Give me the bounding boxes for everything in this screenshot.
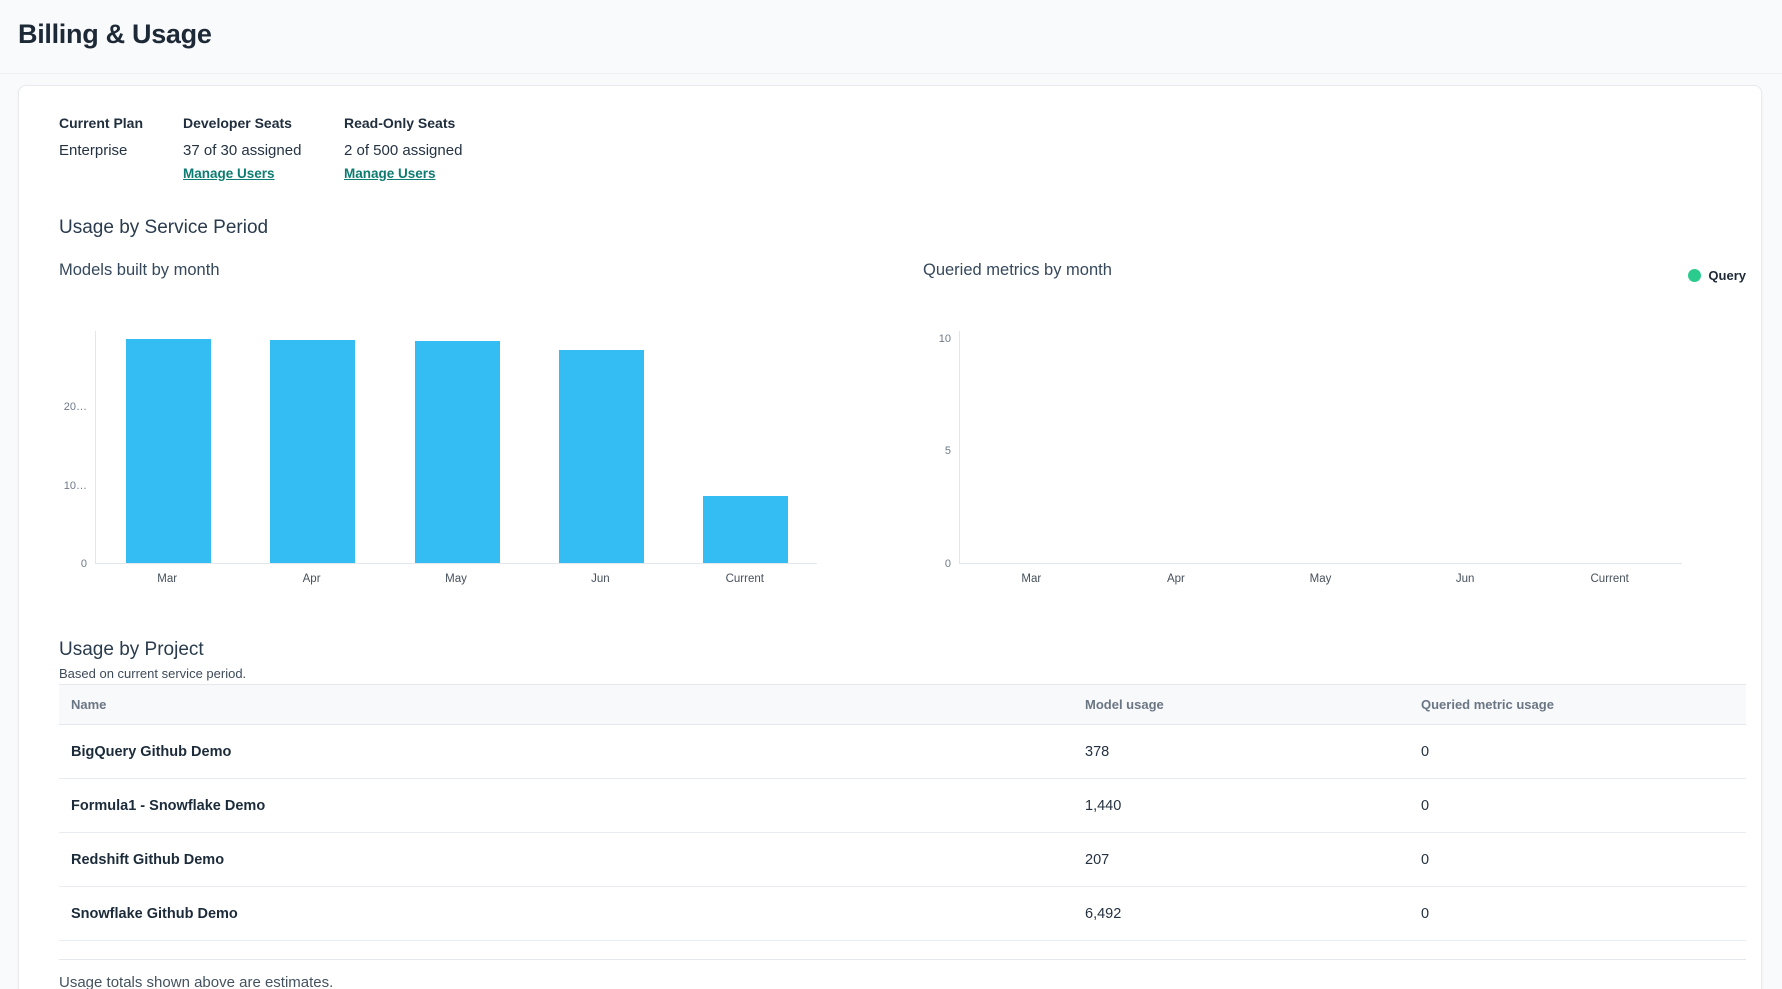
- bar-may: [414, 340, 500, 563]
- x-label-current: Current: [725, 573, 764, 585]
- table-row: Formula1 - Snowflake Demo 1,440 0: [59, 779, 1746, 833]
- queried-usage-cell: 0: [1421, 851, 1430, 868]
- y-tick-5: 5: [944, 445, 951, 458]
- plot-area: [95, 331, 817, 564]
- x-label-jun: Jun: [591, 573, 610, 585]
- chart-models-built: Models built by month 0 10… 20… Mar Apr May Ju…: [59, 258, 817, 585]
- billing-card: Current Plan Enterprise Developer Seats …: [18, 85, 1762, 989]
- readonly-seats-column: Read-Only Seats 2 of 500 assigned Manage…: [344, 115, 462, 183]
- readonly-seats-label: Read-Only Seats: [344, 115, 456, 131]
- bar-mar: [125, 339, 211, 563]
- current-plan-value: Enterprise: [59, 142, 128, 159]
- project-name-cell: Redshift Github Demo: [71, 851, 225, 868]
- model-usage-cell: 207: [1085, 851, 1110, 868]
- model-usage-cell: 1,440: [1085, 797, 1122, 814]
- page-header: Billing & Usage: [0, 0, 1782, 74]
- y-tick-10: 10: [938, 332, 951, 345]
- chart-models-plot: 0 10… 20… Mar Apr May Jun Current: [59, 331, 817, 585]
- usage-by-project-section: Usage by Project Based on current servic…: [59, 638, 1746, 989]
- model-usage-cell: 6,492: [1085, 905, 1122, 922]
- charts-row: Models built by month 0 10… 20… Mar Apr May Ju…: [59, 258, 1746, 585]
- page-title: Billing & Usage: [18, 19, 212, 49]
- table-row: Snowflake Github Demo 6,492 0: [59, 887, 1746, 941]
- plot-area: [959, 331, 1682, 564]
- chart-legend: Query: [1688, 268, 1746, 283]
- project-name-cell: Snowflake Github Demo: [71, 905, 238, 922]
- current-plan-label: Current Plan: [59, 115, 144, 131]
- usage-by-project-subtitle: Based on current service period.: [59, 666, 247, 681]
- developer-seats-label: Developer Seats: [183, 115, 292, 131]
- y-tick-0: 0: [80, 558, 87, 570]
- queried-usage-cell: 0: [1421, 797, 1430, 814]
- column-header-queried-metric-usage: Queried metric usage: [1421, 697, 1554, 712]
- x-label-mar: Mar: [157, 573, 178, 585]
- table-header-row: Name Model usage Queried metric usage: [59, 684, 1746, 725]
- chart-queried-metrics: Queried metrics by month 0 5 10 Mar Apr May Ju…: [923, 258, 1682, 585]
- developer-seats-value: 37 of 30 assigned: [183, 142, 302, 159]
- bar-jun: [558, 349, 644, 563]
- legend-query-dot: [1688, 269, 1702, 282]
- chart-models-title: Models built by month: [59, 261, 220, 279]
- x-label-apr: Apr: [1166, 573, 1185, 585]
- manage-developer-users-link[interactable]: Manage Users: [183, 166, 275, 181]
- x-label-apr: Apr: [302, 573, 321, 585]
- usage-table: Name Model usage Queried metric usage Bi…: [59, 684, 1746, 941]
- x-label-mar: Mar: [1021, 573, 1042, 585]
- usage-by-project-title: Usage by Project: [59, 639, 204, 660]
- y-tick-10000: 10…: [63, 479, 87, 492]
- column-header-name: Name: [71, 697, 107, 712]
- bar-current: [703, 496, 789, 563]
- y-tick-20000: 20…: [63, 401, 87, 414]
- footer-divider: [59, 959, 1746, 960]
- manage-readonly-users-link[interactable]: Manage Users: [344, 166, 436, 181]
- bar-apr: [270, 340, 356, 563]
- y-tick-0: 0: [944, 558, 951, 570]
- chart-queried-plot: 0 5 10 Mar Apr May Jun Current: [923, 331, 1682, 585]
- model-usage-cell: 378: [1085, 743, 1110, 760]
- x-label-jun: Jun: [1455, 573, 1475, 585]
- x-label-may: May: [1309, 573, 1332, 585]
- readonly-seats-value: 2 of 500 assigned: [344, 142, 463, 159]
- table-row: BigQuery Github Demo 378 0: [59, 725, 1746, 779]
- developer-seats-column: Developer Seats 37 of 30 assigned Manage…: [183, 115, 344, 183]
- queried-usage-cell: 0: [1421, 905, 1430, 922]
- project-name-cell: Formula1 - Snowflake Demo: [71, 797, 266, 814]
- usage-by-service-period-title: Usage by Service Period: [59, 217, 269, 238]
- usage-footnote: Usage totals shown above are estimates.: [59, 974, 334, 989]
- project-name-cell: BigQuery Github Demo: [71, 743, 232, 760]
- column-header-model-usage: Model usage: [1085, 697, 1164, 712]
- current-plan-column: Current Plan Enterprise: [59, 115, 183, 183]
- plan-summary-row: Current Plan Enterprise Developer Seats …: [59, 115, 462, 183]
- x-label-current: Current: [1590, 573, 1629, 585]
- legend-query-label: Query: [1708, 268, 1746, 283]
- x-label-may: May: [445, 573, 467, 585]
- queried-usage-cell: 0: [1421, 743, 1430, 760]
- table-row: Redshift Github Demo 207 0: [59, 833, 1746, 887]
- usage-table-body: BigQuery Github Demo 378 0 Formula1 - Sn…: [59, 725, 1746, 941]
- chart-queried-title: Queried metrics by month: [923, 261, 1112, 279]
